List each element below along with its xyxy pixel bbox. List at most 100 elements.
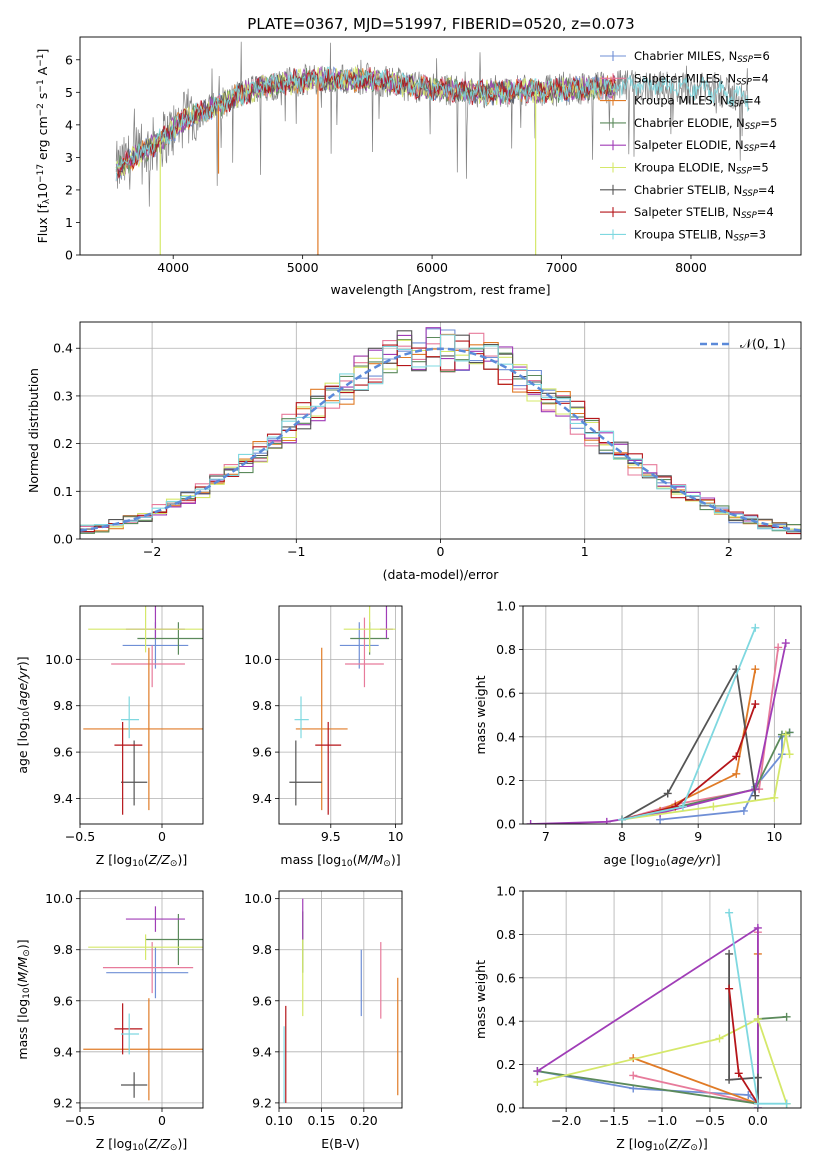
y-axis-label: Normed distribution <box>26 368 41 493</box>
y-tick-label: 10.0 <box>45 652 73 667</box>
legend-label: 𝒩(0, 1) <box>740 336 786 351</box>
series-marker <box>715 1034 724 1043</box>
axes-frame <box>522 890 802 1109</box>
series-marker <box>618 815 627 824</box>
y-tick-label: 0.2 <box>53 436 73 451</box>
x-axis-label: Z [log10(Z/Z⊙)] <box>96 852 187 869</box>
series-marker <box>602 817 611 824</box>
grid <box>278 891 402 1108</box>
y-tick-label: 10.0 <box>244 891 272 906</box>
x-tick-label: 8000 <box>675 260 707 275</box>
y-tick-label: 4 <box>65 117 73 132</box>
x-axis-label: Z [log10(Z/Z⊙)] <box>96 1136 187 1153</box>
x-axis-label: age [log10(age/yr)] <box>603 852 720 869</box>
plot-area <box>533 908 791 1108</box>
x-tick-label: 8 <box>618 829 626 844</box>
y-tick-label: 0.2 <box>496 773 516 788</box>
x-axis-label: E(B-V) <box>321 1136 360 1151</box>
legend-label: Salpeter ELODIE, NSSP=4 <box>634 138 776 154</box>
y-tick-label: 9.8 <box>252 942 272 957</box>
series-line <box>621 627 757 821</box>
series-marker <box>533 1067 542 1076</box>
age-vs-mass-group: 9.5 10 9.4 9.6 9.8 10.0 mass [log10(M/M⊙)] <box>244 605 404 869</box>
y-tick-label: 9.4 <box>53 1044 73 1059</box>
series-line <box>537 1017 788 1104</box>
legend-label: Kroupa MILES, NSSP=4 <box>634 94 761 110</box>
y-tick-label: 0.3 <box>53 388 73 403</box>
y-tick-label: 9.4 <box>53 791 73 806</box>
mass-vs-z-group: −0.5 0 9.2 9.4 9.6 9.8 10.0 Z [log10(Z/Z⊙)] mass… <box>15 890 204 1153</box>
series-marker <box>725 1075 734 1084</box>
y-tick-label: 3 <box>65 150 73 165</box>
x-tick-label: 1 <box>581 544 589 559</box>
y-tick-label: 9.6 <box>252 745 272 760</box>
x-tick-label: 10 <box>766 829 782 844</box>
plot-area <box>283 898 399 1103</box>
x-axis-label: (data-model)/error <box>383 567 500 582</box>
series-marker <box>785 750 794 759</box>
grid <box>279 606 402 824</box>
y-tick-label: 9.8 <box>53 698 73 713</box>
plot-area <box>526 623 794 824</box>
series-marker <box>781 730 790 739</box>
x-tick-label: −0.5 <box>65 1113 95 1128</box>
series-marker <box>753 1099 762 1108</box>
series-line <box>621 669 757 821</box>
series-marker <box>725 908 734 917</box>
y-tick-label: 6 <box>65 52 73 67</box>
series-marker <box>629 1071 638 1080</box>
x-tick-label: 2 <box>725 544 733 559</box>
y-tick-label: 0 <box>65 248 73 263</box>
series-line <box>633 932 759 1105</box>
x-tick-label: 0 <box>158 1113 166 1128</box>
y-tick-label: 1 <box>65 215 73 230</box>
series-line <box>660 731 791 821</box>
x-tick-label: −0.5 <box>695 1113 725 1128</box>
series-marker <box>781 639 790 648</box>
series-marker <box>782 1012 791 1021</box>
y-tick-label: 9.6 <box>53 745 73 760</box>
y-tick-label: 0.4 <box>53 341 73 356</box>
y-tick-label: 9.6 <box>53 993 73 1008</box>
y-tick-label: 0.4 <box>496 1014 516 1029</box>
plot-area <box>80 327 801 535</box>
series-marker <box>678 802 687 811</box>
y-tick-label: 0.0 <box>496 1101 516 1116</box>
mass-vs-ebv-group: 0.10 0.15 0.20 9.2 9.4 9.6 9.8 10.0 E(B-V) <box>244 890 403 1151</box>
series-marker <box>725 949 734 958</box>
series-marker <box>770 793 779 802</box>
axes-frame <box>79 36 802 256</box>
series-marker <box>734 1069 743 1078</box>
axes-frame <box>79 890 204 1109</box>
series-marker <box>753 923 762 932</box>
model-spectrum <box>115 71 616 178</box>
series-marker <box>709 802 718 811</box>
series-line <box>728 953 759 1104</box>
gaussian-curve <box>80 347 801 532</box>
plot-area <box>115 41 750 255</box>
x-tick-label: 0.15 <box>307 1113 335 1128</box>
y-tick-label: 0.6 <box>496 686 516 701</box>
axes-frame <box>522 605 802 825</box>
y-axis-label: mass [log10(M/M⊙)] <box>15 939 32 1059</box>
x-tick-label: −1.0 <box>647 1113 677 1128</box>
residuals-group: −2 −1 0 1 2 0.0 0.1 0.2 0.3 0.4 𝒩(0, 1) (data-model… <box>26 321 802 582</box>
axes-frame <box>278 605 403 825</box>
x-axis-label: mass [log10(M/M⊙)] <box>280 852 400 869</box>
legend-label: Salpeter MILES, NSSP=4 <box>634 71 769 87</box>
series-marker <box>751 700 760 709</box>
series-marker <box>782 1099 791 1108</box>
y-tick-label: 0.0 <box>53 532 73 547</box>
legend-label: Kroupa ELODIE, NSSP=5 <box>634 161 769 177</box>
y-tick-label: 9.4 <box>252 1044 272 1059</box>
series-line <box>621 647 780 821</box>
model-spectrum <box>115 67 616 179</box>
x-axis-label: wavelength [Angstrom, rest frame] <box>330 282 550 297</box>
massweight-vs-age-group: 7 8 9 10 0.0 0.2 0.4 0.6 0.8 1.0 age [log10(age/yr… <box>473 599 802 869</box>
legend-label: Chabrier ELODIE, NSSP=5 <box>634 116 777 132</box>
y-axis-label: mass weight <box>473 675 488 754</box>
y-tick-label: 0.1 <box>53 484 73 499</box>
age-vs-z-group: −0.5 0 9.4 9.6 9.8 10.0 Z [log10(Z/Z⊙)] age [lo… <box>15 605 204 869</box>
x-tick-label: 0.0 <box>748 1113 768 1128</box>
